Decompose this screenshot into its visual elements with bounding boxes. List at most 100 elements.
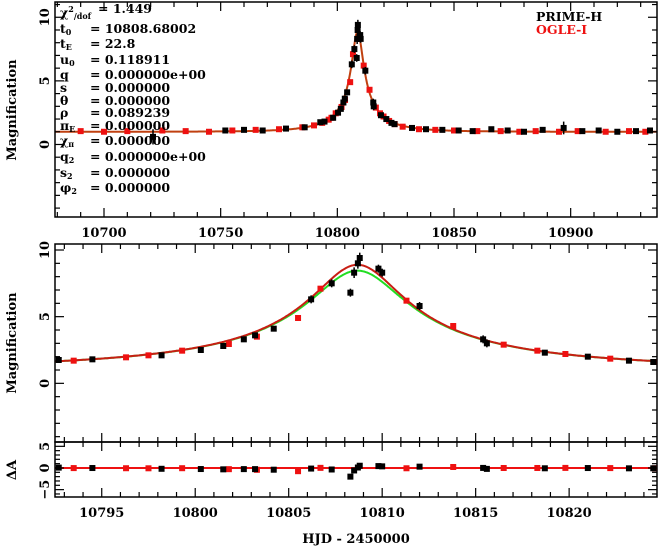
y-tick-label: 0	[38, 379, 53, 388]
ogle-point-point	[516, 128, 523, 135]
param-sub: E	[69, 123, 76, 134]
ogle-point-point	[574, 128, 581, 135]
prime-point-point	[317, 119, 324, 126]
ogle-point-point	[349, 51, 356, 58]
prime-point-point	[283, 125, 289, 132]
param-symbol-main: s	[60, 79, 68, 95]
ogle-point-point	[532, 128, 539, 135]
prime-point-point	[340, 99, 347, 106]
prime-point-point	[469, 128, 476, 135]
param-row: s2 = 0.000000	[60, 164, 206, 183]
prime-point-point	[55, 357, 62, 363]
ogle-residual-point	[295, 468, 302, 475]
ogle-point-point	[317, 285, 324, 292]
param-symbol: q2	[60, 150, 90, 167]
param-symbol: πE	[60, 119, 90, 136]
ogle-point-point	[432, 126, 439, 133]
prime-point-point	[356, 255, 363, 261]
param-row: φ2 = 0.000000	[60, 180, 206, 198]
prime-residual-point	[625, 465, 632, 472]
ogle-point-point	[295, 315, 302, 321]
ogle-point-point	[500, 341, 507, 348]
ogle-point-point	[399, 123, 406, 130]
prime-point-point	[348, 61, 355, 68]
prime-point-point	[539, 126, 546, 133]
prime-point-point	[89, 356, 96, 363]
param-value: = 0.000000	[90, 117, 171, 133]
prime-point-point	[301, 124, 308, 131]
prime-point-point	[308, 296, 315, 303]
param-symbol: q	[60, 69, 90, 82]
ogle-point-point	[77, 128, 84, 135]
param-sub: E	[65, 42, 72, 53]
prime-residual-point	[347, 473, 354, 480]
prime-point-point	[347, 289, 354, 296]
prime-point-point	[197, 347, 204, 353]
ogle-residual-point	[179, 465, 186, 472]
y-axis-title-top: Magnification	[5, 59, 20, 161]
prime-point-point	[504, 127, 511, 134]
prime-point-point	[353, 54, 360, 61]
param-symbol-main: t	[60, 36, 66, 52]
param-value: = 1.449	[98, 1, 152, 16]
prime-residual-point	[89, 465, 96, 472]
ogle-point-point	[626, 128, 632, 135]
param-value: = 0.000000	[90, 180, 171, 196]
param-sub: π	[68, 139, 75, 150]
prime-residual-point	[252, 466, 259, 473]
ogle-residual-point	[500, 464, 507, 471]
ogle-point-point	[360, 62, 367, 69]
prime-point-point	[321, 118, 328, 125]
param-value: = 0.089239	[90, 105, 171, 121]
x-tick-label: 10810	[360, 506, 405, 521]
prime-residual-point	[220, 466, 227, 473]
ogle-point-point	[179, 347, 186, 354]
param-row: tE = 22.8	[60, 36, 206, 54]
param-row: q2 = 0.000000e+00	[60, 150, 206, 167]
x-tick-label: 10700	[81, 226, 126, 241]
fit-parameters-box: χ2/dof = 1.449 t0 = 10808.68002 tE = 22.8 u0 = …	[60, 1, 206, 198]
prime-point-point	[354, 260, 361, 267]
prime-residual-point	[379, 463, 386, 470]
prime-point-point	[579, 128, 586, 135]
param-symbol: s	[60, 79, 90, 95]
prime-point-point	[328, 280, 335, 287]
prime-point-point	[344, 89, 351, 96]
prime-residual-point	[483, 465, 490, 472]
ogle-point-point	[123, 354, 130, 361]
ogle-point-point	[206, 128, 212, 135]
top-panel-frame	[54, 1, 658, 218]
ogle-point-point	[347, 79, 354, 86]
prime-point-point	[351, 46, 358, 53]
param-row: πE = 0.000000	[60, 117, 206, 136]
param-symbol: θ	[60, 92, 90, 108]
prime-point-point	[480, 336, 487, 343]
prime-point-point	[354, 21, 361, 28]
prime-residual-point	[416, 463, 423, 470]
param-symbol-main: θ	[60, 92, 69, 108]
prime-point-point	[595, 127, 602, 134]
prime-point-point	[439, 126, 446, 133]
ogle-point-point	[225, 341, 232, 347]
param-symbol-main: s	[60, 164, 68, 180]
param-symbol-main: u	[60, 51, 70, 67]
param-symbol-main: t	[60, 20, 66, 36]
ogle-point-point	[182, 128, 189, 135]
prime-point-point	[341, 95, 348, 102]
y-tick-label: −5	[38, 480, 53, 500]
ogle-residual-point	[403, 465, 410, 472]
prime-point-point	[409, 124, 415, 131]
prime-point-point	[388, 119, 395, 126]
param-value: = 0.000000	[90, 164, 171, 180]
prime-point-point	[488, 126, 495, 133]
ogle-point-point	[450, 323, 457, 329]
prime-point-group	[55, 252, 657, 365]
y-tick-label: 0	[38, 140, 53, 149]
param-sup: 2	[68, 4, 74, 14]
prime-residual-point	[270, 466, 277, 473]
ogle-point-point	[403, 297, 410, 304]
prime-point-point	[377, 112, 384, 119]
y-tick-label: 0	[38, 463, 53, 472]
prime-point-point	[423, 126, 429, 133]
